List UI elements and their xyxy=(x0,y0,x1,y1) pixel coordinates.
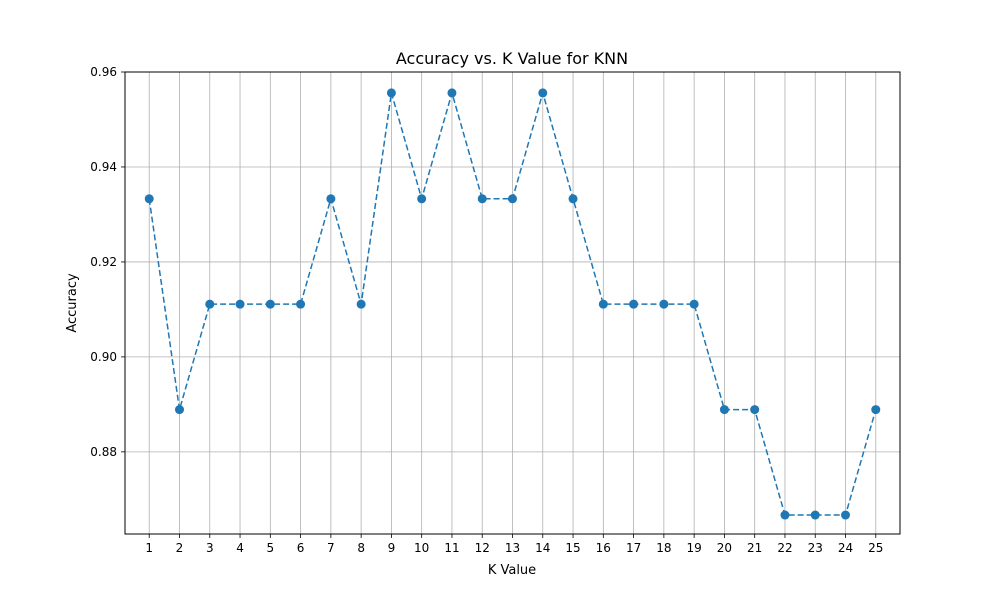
data-point xyxy=(447,88,457,98)
y-axis-label: Accuracy xyxy=(65,273,80,333)
x-tick-label: 2 xyxy=(176,541,184,555)
x-tick-label: 18 xyxy=(656,541,671,555)
data-point xyxy=(174,405,184,415)
data-point xyxy=(477,194,487,204)
data-point xyxy=(508,194,517,204)
y-tick-label: 0.88 xyxy=(90,445,117,459)
x-tick-label: 14 xyxy=(535,541,550,555)
data-point xyxy=(689,299,699,309)
x-tick-label: 24 xyxy=(838,541,853,555)
y-tick-label: 0.92 xyxy=(90,255,117,269)
x-tick-label: 16 xyxy=(596,541,611,555)
x-tick-label: 1 xyxy=(145,541,153,555)
data-point xyxy=(750,405,760,415)
y-tick-label: 0.96 xyxy=(90,65,117,79)
x-tick-label: 21 xyxy=(747,541,762,555)
data-point xyxy=(326,194,336,204)
x-tick-label: 4 xyxy=(236,541,244,555)
x-tick-label: 25 xyxy=(868,541,883,555)
x-tick-label: 22 xyxy=(777,541,792,555)
x-tick-label: 23 xyxy=(808,541,823,555)
data-point xyxy=(598,299,608,309)
x-axis-label: K Value xyxy=(488,563,536,578)
series-line xyxy=(144,88,881,520)
data-point xyxy=(265,299,275,309)
y-tick-label: 0.90 xyxy=(90,350,117,364)
data-point xyxy=(871,405,881,415)
x-tick-label: 15 xyxy=(565,541,580,555)
data-point xyxy=(841,510,851,520)
data-point xyxy=(538,88,548,98)
x-tick-label: 13 xyxy=(505,541,520,555)
x-tick-label: 20 xyxy=(717,541,732,555)
chart-title: Accuracy vs. K Value for KNN xyxy=(396,49,628,68)
data-point xyxy=(205,299,215,309)
data-point xyxy=(386,88,396,98)
data-point xyxy=(719,405,729,415)
data-point xyxy=(659,299,669,309)
x-tick-label: 8 xyxy=(357,541,365,555)
data-point xyxy=(296,299,306,309)
data-point xyxy=(356,299,366,309)
data-point xyxy=(629,299,639,309)
data-point xyxy=(144,194,154,204)
data-point xyxy=(810,510,820,520)
x-tick-label: 12 xyxy=(475,541,490,555)
x-axis: 1 2 3 4 5 6 7 8 9 10 11 12 13 14 15 16 17 18 19 20 21 22 23 24 2… xyxy=(145,534,883,555)
x-tick-label: 19 xyxy=(687,541,702,555)
data-point xyxy=(417,194,427,204)
data-point xyxy=(568,194,578,204)
x-tick-label: 9 xyxy=(388,541,396,555)
x-tick-label: 5 xyxy=(266,541,274,555)
x-tick-label: 6 xyxy=(297,541,305,555)
x-tick-label: 17 xyxy=(626,541,641,555)
y-tick-label: 0.94 xyxy=(90,160,117,174)
data-point xyxy=(235,299,245,309)
x-tick-label: 11 xyxy=(444,541,459,555)
x-tick-label: 10 xyxy=(414,541,429,555)
x-tick-label: 3 xyxy=(206,541,214,555)
x-tick-label: 7 xyxy=(327,541,335,555)
y-axis: 0.88 0.90 0.92 0.94 0.96 xyxy=(90,65,125,459)
data-point xyxy=(780,510,790,520)
